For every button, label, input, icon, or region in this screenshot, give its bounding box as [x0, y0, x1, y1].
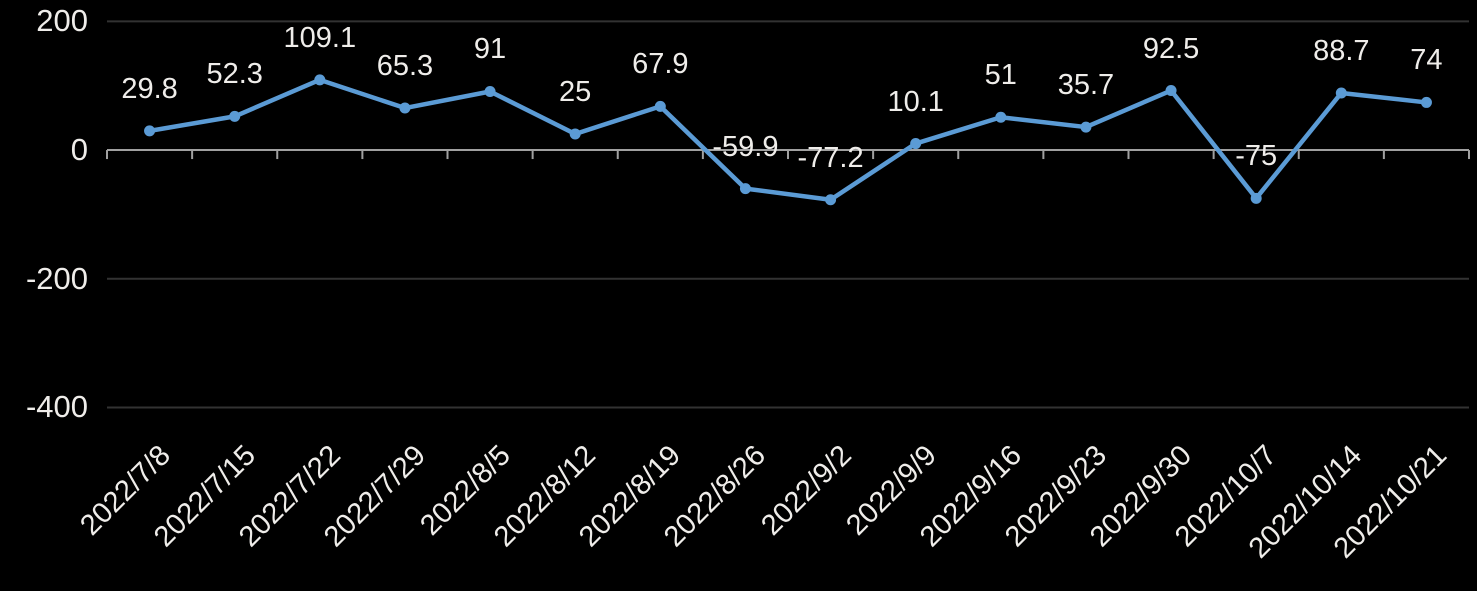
data-point-marker — [484, 85, 496, 97]
data-label: 92.5 — [1142, 32, 1200, 65]
data-label: 88.7 — [1313, 34, 1370, 67]
data-point-marker — [1250, 192, 1262, 204]
data-label: 67.9 — [632, 48, 689, 81]
data-point-marker — [314, 74, 326, 86]
data-label: 74 — [1410, 44, 1443, 77]
data-point-marker — [910, 138, 922, 150]
data-point-marker — [825, 194, 837, 206]
data-label: -75 — [1235, 140, 1278, 173]
data-label: -59.9 — [712, 130, 779, 163]
series-line — [147, 77, 1429, 202]
data-point-marker — [739, 183, 751, 195]
data-point-marker — [229, 110, 241, 122]
data-point-marker — [569, 128, 581, 140]
data-point-marker — [399, 102, 411, 114]
y-tick-label: -200 — [25, 260, 88, 296]
data-label: 35.7 — [1057, 69, 1115, 102]
data-point-marker — [1335, 87, 1347, 99]
y-tick-label: 0 — [70, 132, 88, 168]
data-label: 25 — [559, 75, 592, 108]
data-label: 91 — [473, 33, 507, 66]
data-label: 52.3 — [206, 58, 263, 91]
data-point-marker — [1080, 121, 1092, 133]
data-label: -77.2 — [797, 141, 864, 174]
data-point-marker — [654, 100, 666, 112]
data-label: 109.1 — [283, 21, 357, 54]
data-label: 29.8 — [121, 72, 178, 105]
data-point-marker — [144, 125, 156, 137]
y-tick-label: -400 — [25, 389, 88, 425]
data-point-marker — [995, 111, 1007, 123]
data-label: 10.1 — [887, 85, 944, 118]
data-point-marker — [1420, 96, 1432, 108]
y-tick-label: 200 — [36, 3, 88, 39]
data-label: 65.3 — [376, 50, 434, 83]
data-point-marker — [1165, 85, 1177, 97]
data-label: 51 — [984, 59, 1017, 92]
